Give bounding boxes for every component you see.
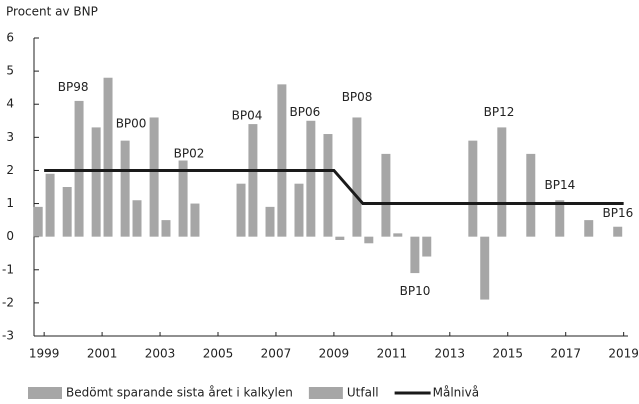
bar <box>410 236 420 274</box>
y-tick-label: 2 <box>6 163 14 177</box>
x-tick-label: 2001 <box>87 347 118 361</box>
annotation: BP14 <box>545 178 576 192</box>
legend-swatch <box>28 387 62 399</box>
bar <box>248 124 258 237</box>
y-tick-label: 3 <box>6 130 14 144</box>
y-tick-label: 0 <box>6 229 14 243</box>
x-tick-label: 2013 <box>435 347 466 361</box>
annotation: BP16 <box>602 206 633 220</box>
bar <box>422 236 432 257</box>
bar <box>381 153 391 237</box>
bar <box>190 203 200 237</box>
bar <box>364 236 374 244</box>
y-tick-label: 6 <box>6 31 14 45</box>
bar <box>335 236 345 240</box>
annotation: BP10 <box>400 284 431 298</box>
bar <box>468 140 478 237</box>
bar <box>555 200 565 237</box>
bar <box>480 236 490 300</box>
bar <box>306 120 316 237</box>
bar <box>584 220 594 237</box>
annotation: BP98 <box>58 80 89 94</box>
y-tick-label: -2 <box>2 295 14 309</box>
x-tick-label: 1999 <box>29 347 60 361</box>
y-axis-label: Procent av BNP <box>6 5 98 19</box>
bar <box>149 117 159 237</box>
y-tick-label: 1 <box>6 196 14 210</box>
annotation: BP08 <box>342 90 373 104</box>
annotation: BP00 <box>116 117 147 131</box>
bar <box>45 173 55 237</box>
bar <box>294 183 304 237</box>
legend-label: Målnivå <box>433 386 479 400</box>
legend-label: Utfall <box>347 386 379 400</box>
bar <box>33 206 43 237</box>
x-tick-label: 2015 <box>492 347 523 361</box>
bar <box>277 84 287 237</box>
bar <box>103 77 113 237</box>
bar <box>132 200 142 237</box>
bar <box>74 100 84 237</box>
legend-label: Bedömt sparande sista året i kalkylen <box>66 386 293 400</box>
x-tick-label: 2003 <box>145 347 176 361</box>
bar <box>161 220 171 237</box>
y-tick-label: 4 <box>6 97 14 111</box>
bar <box>352 117 362 237</box>
bar <box>265 206 275 237</box>
bar <box>393 233 403 237</box>
x-tick-label: 2005 <box>203 347 234 361</box>
bar <box>526 153 536 237</box>
x-tick-label: 2007 <box>261 347 292 361</box>
bar <box>178 160 188 237</box>
x-tick-label: 2019 <box>608 347 639 361</box>
bar <box>91 127 101 237</box>
annotation: BP06 <box>290 105 321 119</box>
bar <box>323 134 333 237</box>
x-tick-label: 2017 <box>550 347 581 361</box>
bar <box>497 127 507 237</box>
y-tick-label: -1 <box>2 262 14 276</box>
target-line <box>44 168 624 206</box>
y-tick-label: -3 <box>2 329 14 343</box>
y-tick-label: 5 <box>6 64 14 78</box>
bar <box>120 140 130 237</box>
x-tick-label: 2009 <box>319 347 350 361</box>
bar <box>236 183 246 237</box>
x-tick-label: 2011 <box>377 347 408 361</box>
legend-swatch <box>308 387 343 399</box>
annotation: BP04 <box>232 108 263 122</box>
annotation: BP02 <box>174 146 205 160</box>
bar <box>62 187 72 237</box>
bar <box>613 226 623 237</box>
annotation: BP12 <box>484 105 515 119</box>
